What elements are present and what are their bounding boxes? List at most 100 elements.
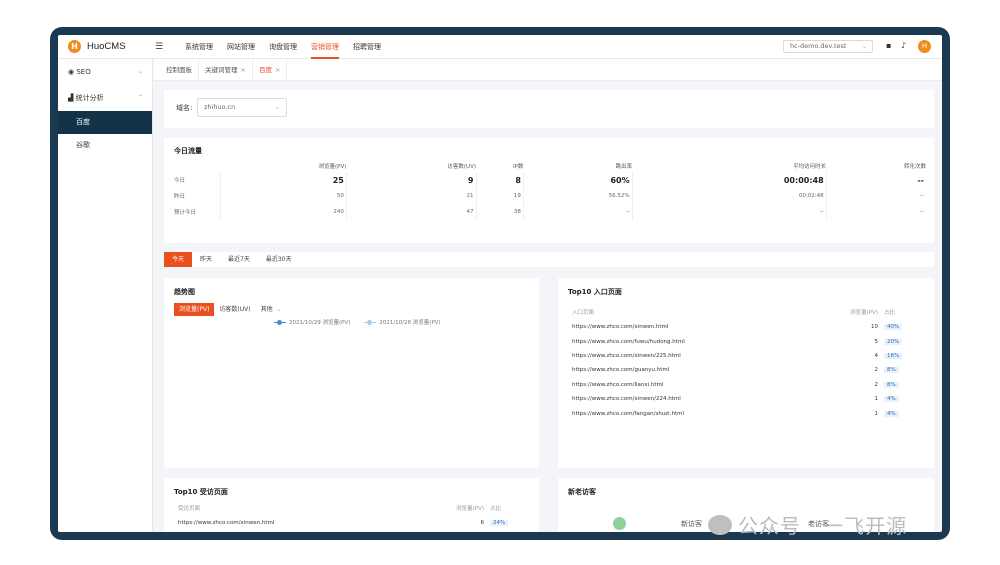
new-old-title: 新老访客: [568, 488, 596, 496]
page-url[interactable]: https://www.zhco.com/fangan/shuzi.html: [572, 410, 684, 417]
page-url[interactable]: https://www.zhco.com/xinwen/224.html: [572, 396, 681, 403]
page-tab[interactable]: 百度 ×: [253, 58, 288, 81]
app-screen: H HuoCMS ☰ 系统管理 网站管理 询盘管理 营销管理 招聘管理 hc-demo.…: [58, 35, 942, 532]
sidebar-group-label: SEO: [76, 68, 91, 76]
share-badge: 4%: [884, 410, 899, 417]
topnav-item[interactable]: 营销管理: [304, 35, 346, 59]
page-tab-label: 百度: [258, 65, 272, 74]
legend-label: 2021/10/29 浏览量(PV): [289, 320, 351, 326]
table-header-cell: 受访页面: [178, 506, 201, 512]
table-row: https://www.zhco.com/xinwen/225.html 4 16%: [572, 349, 912, 363]
legend-swatch: [274, 319, 286, 325]
share-badge: 24%: [490, 520, 509, 527]
period-button[interactable]: 最近7天: [228, 256, 250, 263]
table-row: https://www.zhco.com/guanyu.html 2 8%: [572, 363, 912, 377]
sidebar-group-seo[interactable]: ◉ SEO ⌄: [58, 59, 152, 85]
page-tab[interactable]: 关键词管理 ×: [199, 58, 253, 81]
period-button[interactable]: 今天: [164, 252, 193, 267]
pv-value: 1: [874, 396, 879, 403]
avatar[interactable]: H: [918, 40, 931, 53]
page-url[interactable]: https://www.zhco.com/xinwen.html: [178, 520, 275, 527]
page-tabs: 控制面板 关键词管理 × 百度 ×: [154, 58, 942, 81]
metric-tab[interactable]: 其他 ⌄: [256, 303, 287, 316]
traffic-cell: --: [825, 204, 926, 220]
period-button[interactable]: 最近30天: [265, 256, 292, 263]
traffic-row-label: 昨日: [174, 194, 186, 200]
topnav-item[interactable]: 系统管理: [185, 42, 213, 51]
legend-item[interactable]: 2021/10/28 浏览量(PV): [364, 318, 441, 326]
sidebar-group-label: 统计分析: [75, 94, 104, 102]
sidebar-group-stats[interactable]: ▟ 统计分析 ⌃: [58, 85, 152, 111]
topnav-item[interactable]: 询盘管理: [269, 42, 297, 51]
old-visitor-label: 老访客: [808, 520, 829, 528]
traffic-cell: 56.52%: [522, 188, 633, 204]
top-bar: H HuoCMS ☰ 系统管理 网站管理 询盘管理 营销管理 招聘管理 hc-demo.…: [58, 35, 942, 59]
table-header-cell: 浏览量(PV): [850, 310, 878, 316]
traffic-cell: 21: [345, 188, 476, 204]
share-cell: 8%: [884, 363, 912, 377]
period-button[interactable]: 昨天: [200, 256, 213, 263]
traffic-cell: 00:02:48: [631, 188, 827, 204]
logo[interactable]: H HuoCMS: [58, 35, 153, 59]
page-url[interactable]: https://www.zhco.com/xinwen.html: [572, 324, 669, 331]
traffic-cell: --: [522, 204, 633, 220]
share-badge: 8%: [884, 381, 899, 388]
metric-tab[interactable]: 访客数(UV): [214, 303, 255, 316]
chevron-down-icon: ⌄: [274, 104, 280, 111]
message-icon[interactable]: ▪: [886, 41, 892, 50]
site-select[interactable]: hc-demo.dev.test ⌄: [783, 40, 873, 53]
topnav-item[interactable]: 招聘管理: [353, 42, 381, 51]
legend-label: 2021/10/28 浏览量(PV): [379, 320, 441, 326]
top-entry-card: Top10 入口页面 入口页面 浏览量(PV) 占比 https://www.zhco…: [558, 278, 934, 468]
legend-swatch: [364, 319, 377, 325]
traffic-row: 今日 25 9 8 60% 00:00:48 --: [174, 172, 926, 188]
sidebar-item-baidu[interactable]: 百度: [58, 111, 152, 134]
topnav-item[interactable]: 网站管理: [227, 42, 255, 51]
traffic-cell: 00:00:48: [631, 172, 827, 188]
seo-icon: ◉: [68, 68, 77, 76]
traffic-cell: 25: [219, 172, 347, 188]
traffic-cell: 9: [345, 172, 476, 188]
top-visited-card: Top10 受访页面 受访页面 浏览量(PV) 占比 https://www.zhco…: [164, 478, 539, 532]
page-url[interactable]: https://www.zhco.com/fuwu/hudong.html: [572, 338, 685, 345]
bar-chart-icon: ▟: [68, 94, 76, 102]
close-icon[interactable]: ×: [274, 65, 281, 74]
traffic-cell: 8: [475, 172, 524, 188]
traffic-cell: 50: [219, 188, 347, 204]
menu-toggle-icon[interactable]: ☰: [155, 41, 164, 52]
traffic-row: 预计今日 240 47 38 -- -- --: [174, 204, 926, 220]
page-tab-label: 关键词管理: [205, 65, 238, 74]
traffic-cell: --: [825, 188, 926, 204]
page-url[interactable]: https://www.zhco.com/lianxi.html: [572, 381, 664, 388]
sidebar-item-label: 百度: [76, 118, 90, 126]
sidebar-item-google[interactable]: 谷歌: [58, 134, 152, 157]
metric-tab-label: 浏览量(PV): [179, 306, 210, 313]
table-row: https://www.zhco.com/xinwen.html 10 40%: [572, 320, 912, 334]
page-tab[interactable]: 控制面板: [160, 58, 199, 81]
page-url[interactable]: https://www.zhco.com/guanyu.html: [572, 367, 670, 374]
top-visited-title: Top10 受访页面: [174, 488, 228, 496]
domain-select[interactable]: zhihuo.cn ⌄: [197, 98, 287, 117]
metric-tab[interactable]: 浏览量(PV): [174, 303, 215, 316]
legend-item[interactable]: 2021/10/29 浏览量(PV): [274, 318, 350, 326]
top-entry-title: Top10 入口页面: [568, 288, 622, 296]
flame-logo-icon: H: [68, 40, 81, 53]
table-header-cell: 占比: [490, 506, 502, 512]
top-visited-table: 受访页面 浏览量(PV) 占比 https://www.zhco.com/xinwen…: [178, 500, 518, 530]
pv-value: 2: [874, 381, 879, 388]
share-badge: 16%: [884, 352, 903, 359]
share-badge: 4%: [884, 396, 899, 403]
traffic-cell: 38: [475, 204, 524, 220]
metric-tab-label: 访客数(UV): [219, 306, 251, 313]
bell-icon[interactable]: ♪: [901, 41, 907, 50]
pv-value: 5: [874, 338, 879, 345]
page-url[interactable]: https://www.zhco.com/xinwen/225.html: [572, 352, 681, 359]
share-cell: 16%: [884, 349, 912, 363]
close-icon[interactable]: ×: [240, 65, 246, 74]
traffic-header-cell: IP数: [512, 164, 524, 170]
today-traffic-card: 今日流量 浏览量(PV) 访客数(UV) IP数 跳出率 平均访问时长 转化次数 今日 25 9…: [164, 138, 934, 243]
table-header-cell: 入口页面: [572, 310, 595, 316]
metric-tabs: 浏览量(PV) 访客数(UV) 其他 ⌄: [174, 303, 287, 316]
site-select-value: hc-demo.dev.test: [790, 42, 847, 50]
table-row: https://www.zhco.com/lianxi.html 2 8%: [572, 378, 912, 392]
